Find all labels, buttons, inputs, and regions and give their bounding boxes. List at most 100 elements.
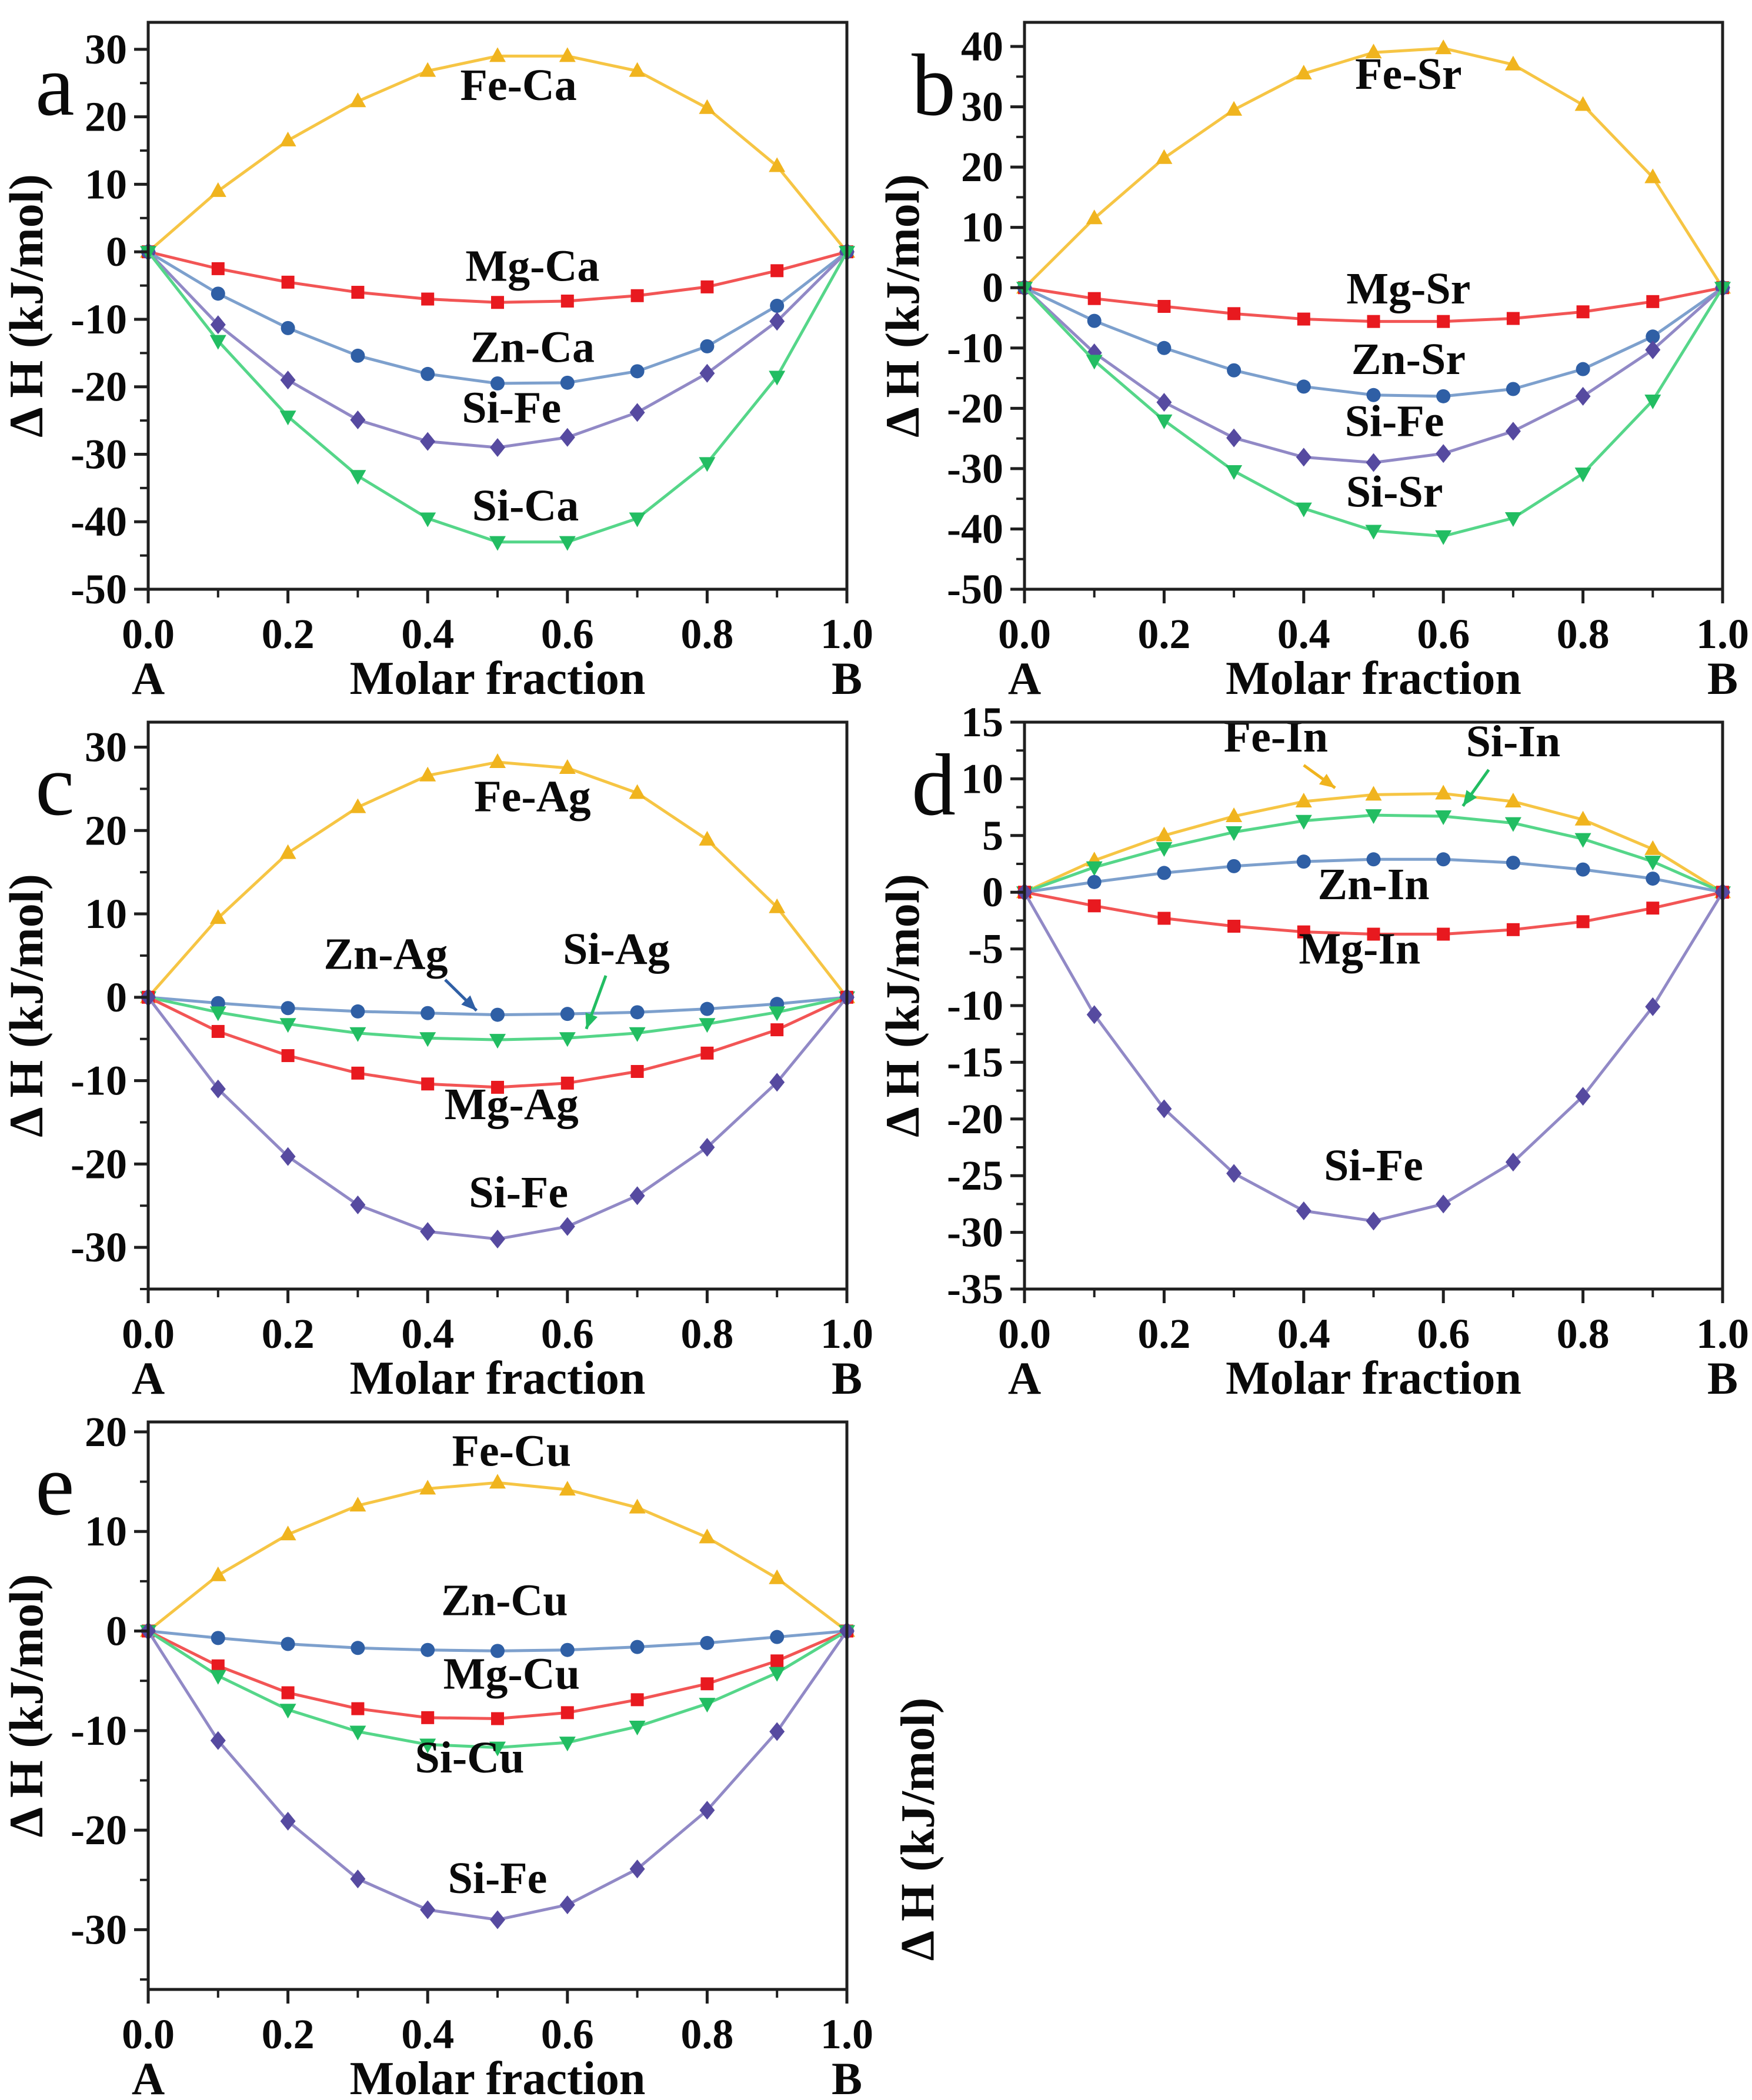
series-label-Zn-Ca: Zn-Ca bbox=[470, 322, 595, 372]
svg-text:0.4: 0.4 bbox=[1277, 1310, 1330, 1357]
series-Si-Ag: Si-Ag bbox=[140, 924, 855, 1049]
series-label-Si-Sr: Si-Sr bbox=[1346, 468, 1443, 517]
series-label-Mg-Ca: Mg-Ca bbox=[465, 242, 599, 291]
svg-text:0.0: 0.0 bbox=[122, 610, 175, 657]
svg-text:10: 10 bbox=[85, 1508, 127, 1555]
svg-text:-20: -20 bbox=[71, 363, 127, 410]
svg-text:0.2: 0.2 bbox=[1137, 1310, 1190, 1357]
svg-text:-5: -5 bbox=[968, 926, 1003, 973]
series-Si-In: Si-In bbox=[1016, 717, 1731, 902]
svg-text:1.0: 1.0 bbox=[820, 2011, 873, 2058]
panel-b: Fe-Sr Mg-Sr Zn-Sr Si-Fe Si-Sr 0.0 0.2 0.4 0.6 0.8… bbox=[876, 0, 1752, 700]
axis-labels: Molar fraction A B Δ H (kJ/mol) b bbox=[876, 36, 1738, 700]
panel-letter: e bbox=[35, 1436, 75, 1534]
svg-text:-10: -10 bbox=[71, 1707, 127, 1754]
svg-text:0: 0 bbox=[106, 228, 127, 275]
axis-labels: Molar fraction A B Δ H (kJ/mol) a bbox=[0, 36, 862, 700]
series-Si-Sr: Si-Sr bbox=[1016, 282, 1731, 545]
series-label-Zn-Cu: Zn-Cu bbox=[441, 1575, 568, 1625]
chart-d-enthalpy-in: Fe-In Si-In Zn-In Mg-In Si-Fe 0.0 0.2 0.4 0.6 0.8… bbox=[876, 700, 1749, 1400]
svg-text:5: 5 bbox=[982, 812, 1003, 859]
x-end-label-a: A bbox=[132, 2053, 165, 2100]
svg-text:0.2: 0.2 bbox=[262, 2011, 315, 2058]
series-label-Zn-Sr: Zn-Sr bbox=[1351, 335, 1466, 384]
panel-letter: c bbox=[35, 736, 75, 834]
svg-text:-35: -35 bbox=[947, 1266, 1003, 1313]
svg-text:10: 10 bbox=[85, 161, 127, 208]
series-label-Fe-Ca: Fe-Ca bbox=[460, 61, 576, 110]
y-axis-label: Δ H (kJ/mol) bbox=[0, 874, 53, 1137]
axes bbox=[146, 1420, 849, 1991]
panel-letter: b bbox=[912, 36, 956, 134]
chart-e-enthalpy-cu: Fe-Cu Zn-Cu Mg-Cu Si-Cu Si-Fe 0.0 0.2 0.4 0.6 0.8… bbox=[0, 1408, 873, 2100]
x-axis-label: Molar fraction bbox=[350, 653, 646, 700]
series-Mg-Sr: Mg-Sr bbox=[1018, 264, 1729, 328]
svg-text:1.0: 1.0 bbox=[820, 610, 873, 657]
series-label-Mg-Sr: Mg-Sr bbox=[1346, 264, 1470, 313]
series-Mg-Cu: Mg-Cu bbox=[142, 1624, 853, 1725]
series-label-Fe-In: Fe-In bbox=[1224, 712, 1328, 762]
svg-text:0: 0 bbox=[982, 264, 1003, 311]
series-Zn-In: Zn-In bbox=[1017, 852, 1730, 909]
x-end-label-a: A bbox=[1008, 653, 1041, 700]
svg-text:20: 20 bbox=[85, 94, 127, 141]
svg-text:-40: -40 bbox=[947, 505, 1003, 552]
svg-text:30: 30 bbox=[961, 84, 1003, 131]
svg-text:20: 20 bbox=[961, 143, 1003, 191]
series-Zn-Sr: Zn-Sr bbox=[1017, 281, 1730, 403]
y-axis-label: Δ H (kJ/mol) bbox=[876, 174, 929, 438]
svg-text:0.8: 0.8 bbox=[1557, 610, 1610, 657]
axis-labels: Molar fraction A B Δ H (kJ/mol) c bbox=[0, 736, 862, 1400]
panel-a: Fe-Ca Mg-Ca Zn-Ca Si-Fe Si-Ca 0.0 0.2 0.4 0.6 0.8… bbox=[0, 0, 876, 700]
x-axis-ticks: 0.0 0.2 0.4 0.6 0.8 1.0 bbox=[998, 1289, 1749, 1357]
svg-text:1.0: 1.0 bbox=[1696, 1310, 1749, 1357]
svg-text:-40: -40 bbox=[71, 498, 127, 545]
series-label-Fe-Ag: Fe-Ag bbox=[474, 772, 590, 822]
svg-text:20: 20 bbox=[85, 1408, 127, 1455]
panel-letter: a bbox=[35, 36, 75, 134]
x-axis-ticks: 0.0 0.2 0.4 0.6 0.8 1.0 bbox=[122, 589, 873, 657]
x-end-label-a: A bbox=[132, 1353, 165, 1400]
right-y-axis-label: Δ H (kJ/mol) bbox=[890, 1697, 944, 1961]
y-axis-ticks: 20 10 0 -10 -20 -30 bbox=[71, 1408, 148, 1981]
series-Fe-Ag: Fe-Ag bbox=[140, 753, 855, 1003]
x-axis-ticks: 0.0 0.2 0.4 0.6 0.8 1.0 bbox=[122, 1989, 873, 2058]
series-label-Si-Fe: Si-Fe bbox=[462, 383, 561, 433]
svg-text:0: 0 bbox=[106, 1608, 127, 1655]
x-end-label-b: B bbox=[1707, 1353, 1738, 1400]
x-axis-label: Molar fraction bbox=[350, 2053, 646, 2100]
svg-text:0.6: 0.6 bbox=[541, 1310, 594, 1357]
svg-text:0.4: 0.4 bbox=[1277, 610, 1330, 657]
svg-text:30: 30 bbox=[85, 724, 127, 771]
svg-text:-10: -10 bbox=[71, 296, 127, 343]
svg-text:1.0: 1.0 bbox=[1696, 610, 1749, 657]
series-label-Fe-Sr: Fe-Sr bbox=[1355, 49, 1461, 99]
y-axis-ticks: 30 20 10 0 -10 -20 -30 -40 -50 bbox=[71, 26, 148, 613]
series-label-Mg-Ag: Mg-Ag bbox=[445, 1080, 579, 1129]
series-Si-Fe: Si-Fe bbox=[1017, 883, 1730, 1231]
y-axis-label: Δ H (kJ/mol) bbox=[0, 174, 53, 438]
y-axis-ticks: 40 30 20 10 0 -10 -20 -30 -40 -50 bbox=[947, 23, 1024, 613]
svg-text:-50: -50 bbox=[71, 566, 127, 613]
series-label-Si-Ag: Si-Ag bbox=[563, 924, 670, 974]
series-Fe-Sr: Fe-Sr bbox=[1016, 39, 1731, 294]
svg-text:0.6: 0.6 bbox=[1417, 1310, 1470, 1357]
chart-a-enthalpy-ca: Fe-Ca Mg-Ca Zn-Ca Si-Fe Si-Ca 0.0 0.2 0.4 0.6 0.8… bbox=[0, 21, 873, 700]
series-Mg-In: Mg-In bbox=[1018, 886, 1729, 974]
series-label-Fe-Cu: Fe-Cu bbox=[452, 1426, 571, 1475]
axis-labels: Molar fraction A B Δ H (kJ/mol) e bbox=[0, 1436, 862, 2100]
svg-text:0.6: 0.6 bbox=[1417, 610, 1470, 657]
svg-text:1.0: 1.0 bbox=[820, 1310, 873, 1357]
series-label-Si-In: Si-In bbox=[1466, 717, 1561, 766]
svg-text:0.0: 0.0 bbox=[122, 1310, 175, 1357]
series-Zn-Cu: Zn-Cu bbox=[141, 1575, 854, 1658]
svg-text:20: 20 bbox=[85, 807, 127, 854]
svg-text:0.2: 0.2 bbox=[262, 610, 315, 657]
svg-text:0.4: 0.4 bbox=[401, 1310, 454, 1357]
svg-text:0.0: 0.0 bbox=[998, 1310, 1051, 1357]
svg-text:0.4: 0.4 bbox=[401, 610, 454, 657]
svg-text:-15: -15 bbox=[947, 1039, 1003, 1086]
series-label-Zn-In: Zn-In bbox=[1317, 860, 1429, 909]
svg-text:30: 30 bbox=[85, 26, 127, 73]
series-Zn-Ca: Zn-Ca bbox=[141, 245, 854, 390]
